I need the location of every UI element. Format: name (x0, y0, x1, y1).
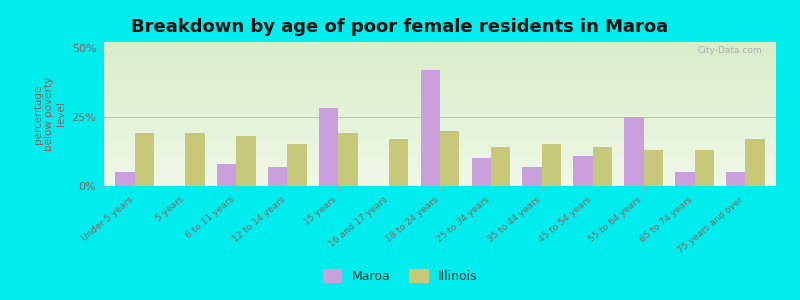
Bar (542, 145, 561, 186)
Text: Breakdown by age of poor female residents in Maroa: Breakdown by age of poor female resident… (131, 18, 669, 36)
Bar (287, 145, 306, 186)
Bar (268, 167, 287, 186)
Bar (491, 147, 510, 186)
Bar (115, 172, 134, 186)
Bar (389, 139, 409, 186)
Bar (675, 172, 694, 186)
Bar (134, 134, 154, 186)
Bar (726, 172, 746, 186)
Bar (440, 130, 459, 186)
Bar (593, 147, 612, 186)
Bar (338, 134, 358, 186)
Bar (694, 150, 714, 186)
Bar (217, 164, 236, 186)
Bar (471, 158, 491, 186)
Bar (319, 109, 338, 186)
Bar (522, 167, 542, 186)
Bar (186, 134, 205, 186)
Bar (746, 139, 765, 186)
Bar (421, 70, 440, 186)
Text: City-Data.com: City-Data.com (698, 46, 762, 55)
Bar (644, 150, 663, 186)
Bar (624, 117, 644, 186)
Legend: Maroa, Illinois: Maroa, Illinois (318, 264, 482, 288)
Y-axis label: percentage
below poverty
level: percentage below poverty level (33, 77, 66, 151)
Bar (236, 136, 256, 186)
Bar (574, 155, 593, 186)
